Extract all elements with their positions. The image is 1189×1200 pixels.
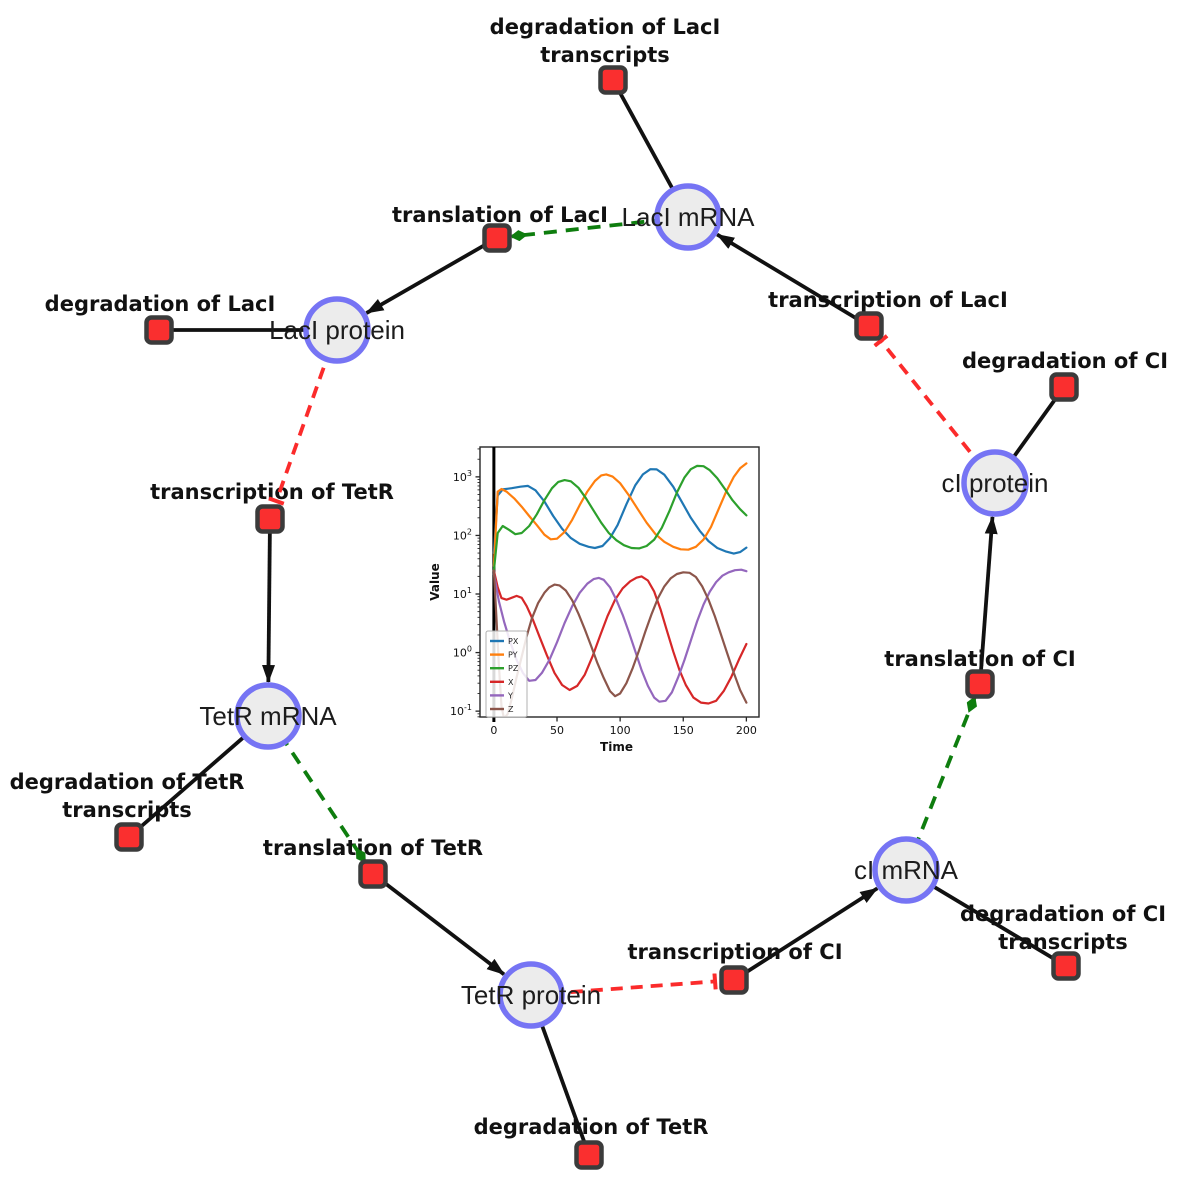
reaction-node-deg-laci-tr xyxy=(598,65,628,95)
edge-arrow-transl-laci-to-laci-protein xyxy=(365,236,498,315)
edge-arrow-transcr-ci-to-ci-mrna xyxy=(732,886,879,982)
label-transl-tetr: translation of TetR xyxy=(263,836,483,860)
chart-series-PY xyxy=(492,462,748,568)
legend-label-PZ: PZ xyxy=(508,664,519,673)
chart-series-Y xyxy=(492,568,748,703)
reaction-node-deg-ci-tr xyxy=(1051,951,1081,981)
label-laci-mrna: LacI mRNA xyxy=(622,202,756,232)
reaction-node-deg-tetr-tr xyxy=(114,822,144,852)
label-deg-laci-tr: degradation of LacI transcripts xyxy=(490,15,721,67)
edge-arrow-transl-ci-to-ci-protein xyxy=(978,515,998,685)
y-axis-label: Value xyxy=(428,563,442,601)
legend-label-X: X xyxy=(508,678,514,687)
reaction-node-transl-ci xyxy=(965,669,995,699)
edges-layer xyxy=(127,79,1067,1156)
y-tick-label: 101 xyxy=(453,586,472,601)
legend-label-PY: PY xyxy=(508,651,518,660)
legend-label-PX: PX xyxy=(508,637,519,646)
x-tick-label: 0 xyxy=(490,724,497,737)
label-laci-protein: LacI protein xyxy=(269,315,405,345)
y-tick-label: 10-1 xyxy=(450,703,472,718)
inset-chart: 0 50 100 150 200 10-1 100 101 102 103 Time Value PX P… xyxy=(428,446,760,754)
label-deg-ci-tr: degradation of CI transcripts xyxy=(960,902,1166,954)
label-tetr-protein: TetR protein xyxy=(461,980,601,1010)
edge-arrow-transcr-laci-to-laci-mrna xyxy=(716,232,870,328)
legend-label-Y: Y xyxy=(507,691,513,700)
reaction-node-transcr-tetr xyxy=(255,504,285,534)
species-node-tetr-mrna xyxy=(234,682,302,750)
x-tick-label: 200 xyxy=(736,724,757,737)
label-transl-laci: translation of LacI xyxy=(392,203,608,227)
species-node-ci-mrna xyxy=(872,836,940,904)
reaction-node-deg-ci xyxy=(1049,372,1079,402)
chart-legend-box xyxy=(485,630,528,718)
species-node-laci-protein xyxy=(303,296,371,364)
reaction-node-deg-tetr xyxy=(574,1140,604,1170)
label-deg-tetr-tr: degradation of TetR transcripts xyxy=(10,770,245,822)
label-transcr-laci: transcription of LacI xyxy=(768,288,1008,312)
reaction-node-transcr-laci xyxy=(854,311,884,341)
label-tetr-mrna: TetR mRNA xyxy=(199,701,337,731)
species-node-laci-mrna xyxy=(654,183,722,251)
legend-label-Z: Z xyxy=(508,705,514,714)
label-deg-tetr: degradation of TetR xyxy=(474,1115,709,1139)
x-axis-label: Time xyxy=(600,740,633,754)
reaction-node-deg-laci xyxy=(144,315,174,345)
x-tick-label: 50 xyxy=(550,724,564,737)
species-node-ci-protein xyxy=(961,449,1029,517)
label-transcr-tetr: transcription of TetR xyxy=(150,480,394,504)
y-tick-label: 102 xyxy=(453,527,472,542)
label-ci-mrna: cI mRNA xyxy=(854,855,959,885)
x-tick-label: 150 xyxy=(673,724,694,737)
label-transcr-ci: transcription of CI xyxy=(627,940,842,964)
reaction-node-transcr-ci xyxy=(719,965,749,995)
nodes-layer xyxy=(114,65,1081,1170)
label-ci-protein: cI protein xyxy=(942,468,1049,498)
label-deg-laci: degradation of LacI xyxy=(45,292,276,316)
x-tick-label: 100 xyxy=(610,724,631,737)
chart-series-PZ xyxy=(492,464,748,572)
reaction-node-transl-laci xyxy=(482,223,512,253)
edge-arrow-transl-tetr-to-tetr-protein xyxy=(371,872,506,976)
label-deg-ci: degradation of CI xyxy=(962,349,1168,373)
y-tick-label: 103 xyxy=(453,469,472,484)
edge-arrow-transcr-tetr-to-tetr-mrna xyxy=(262,518,276,684)
species-node-tetr-protein xyxy=(497,961,565,1029)
y-tick-label: 100 xyxy=(453,645,472,660)
species-labels-layer: LacI mRNA LacI protein TetR mRNA TetR prote… xyxy=(199,202,1048,1010)
reaction-node-transl-tetr xyxy=(358,859,388,889)
